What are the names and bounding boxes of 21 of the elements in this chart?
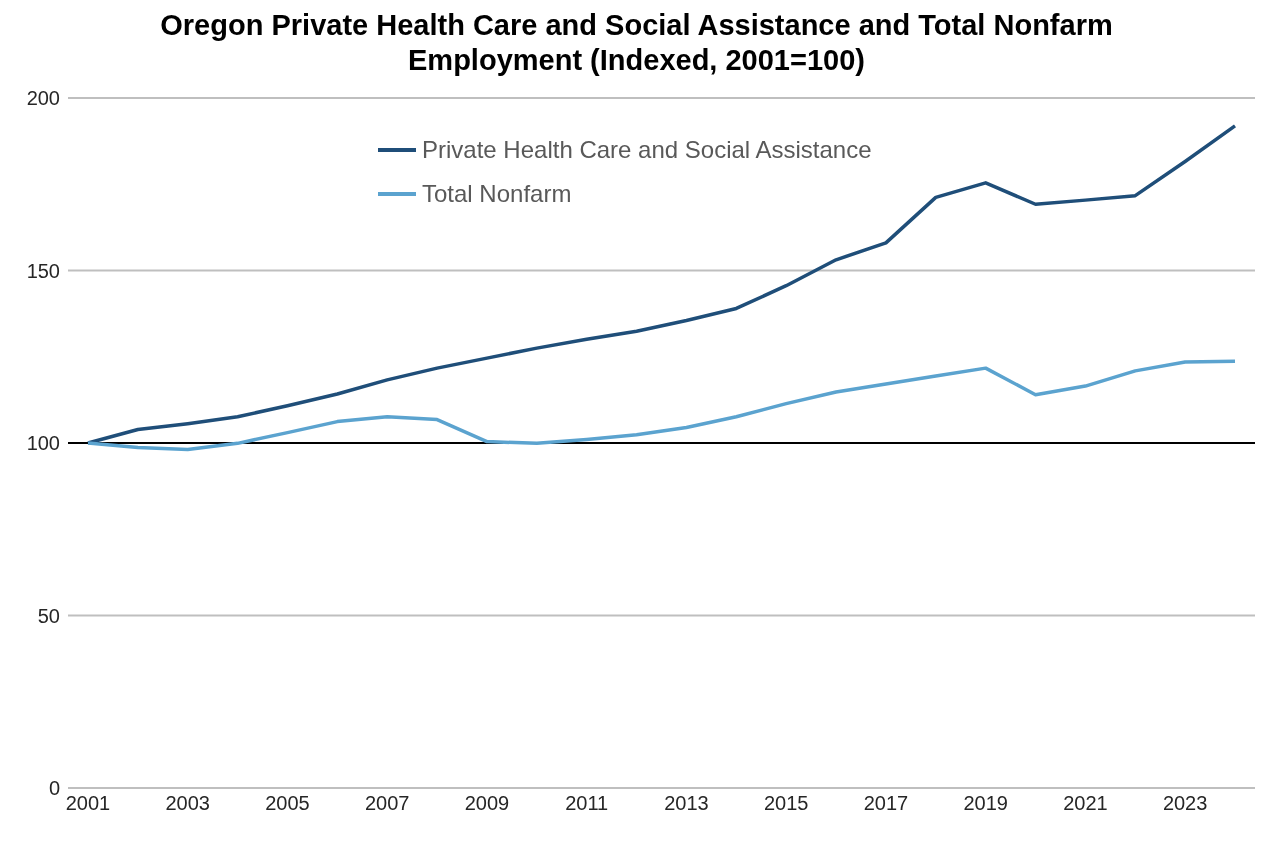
x-tick-label: 2021 xyxy=(1063,792,1108,815)
x-tick-label: 2001 xyxy=(65,792,111,815)
y-tick-label: 150 xyxy=(26,259,60,282)
legend-label: Private Health Care and Social Assistance xyxy=(422,135,872,165)
x-tick-label: 2019 xyxy=(963,792,1008,815)
x-tick-label: 2023 xyxy=(1162,792,1208,815)
x-tick-label: 2005 xyxy=(265,792,310,815)
line-series xyxy=(86,359,1237,452)
x-tick-label: 2003 xyxy=(165,792,210,815)
legend-label: Total Nonfarm xyxy=(422,179,572,209)
x-tick-label: 2009 xyxy=(464,792,510,815)
chart-title: Oregon Private Health Care and Social Assistance and Total Nonfarm Employment (Indexed, 2001=100) xyxy=(159,8,1114,78)
x-tick-label: 2011 xyxy=(565,792,609,815)
x-tick-label: 2007 xyxy=(364,792,410,815)
y-tick-label: 200 xyxy=(26,87,60,110)
y-tick-label: 0 xyxy=(48,777,60,800)
x-tick-label: 2017 xyxy=(863,792,909,815)
x-tick-label: 2013 xyxy=(664,792,709,815)
y-tick-label: 50 xyxy=(37,604,60,627)
x-tick-label: 2015 xyxy=(763,792,809,815)
y-tick-label: 100 xyxy=(26,432,60,455)
